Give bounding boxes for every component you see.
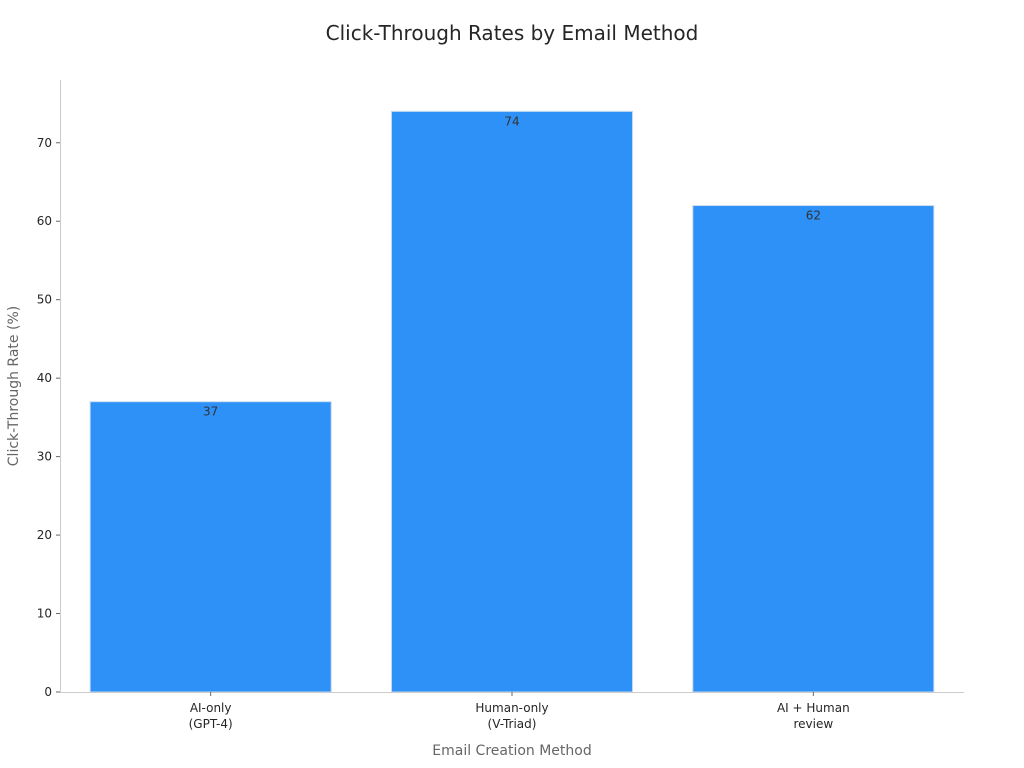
bars-group [89,110,935,693]
bar-0 [89,401,332,693]
y-tick-label-3: 30 [37,450,52,464]
bar-1 [390,110,634,693]
chart-title: Click-Through Rates by Email Method [326,21,699,45]
x-tick-label-2: AI + Human review [777,701,850,731]
bar-2 [692,205,935,693]
y-tick-label-1: 10 [37,607,52,621]
x-tick-label-1: Human-only (V-Triad) [475,701,548,731]
data-label-1: 74 [504,114,519,128]
y-tick-label-0: 0 [44,685,52,699]
data-labels-group: 37 74 62 [203,114,821,418]
y-tick-label-6: 60 [37,214,52,228]
y-ticks-group: 0 10 20 30 40 50 60 70 [37,136,60,699]
y-tick-label-5: 50 [37,293,52,307]
y-axis-title: Click-Through Rate (%) [6,306,22,466]
x-tick-label-0: AI-only (GPT-4) [189,701,233,731]
data-label-2: 62 [806,209,821,223]
y-tick-label-2: 20 [37,528,52,542]
x-axis-title: Email Creation Method [432,743,591,759]
y-tick-label-4: 40 [37,371,52,385]
x-ticks-group: AI-only (GPT-4) Human-only (V-Triad) AI + Hu… [189,692,850,731]
y-tick-label-7: 70 [37,136,52,150]
data-label-0: 37 [203,405,218,419]
